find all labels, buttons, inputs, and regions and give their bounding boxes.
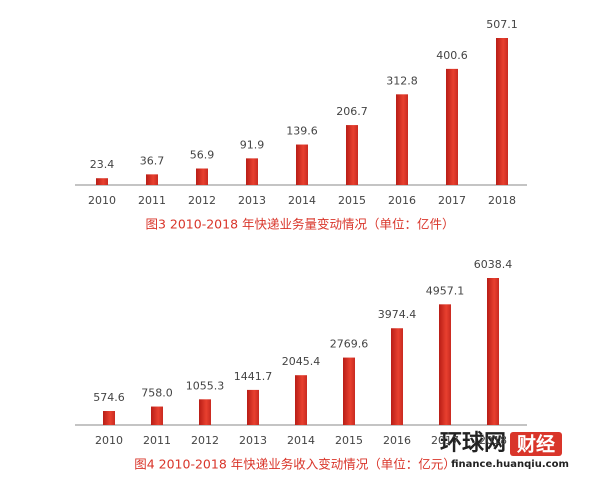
x-tick-label: 2014 [287,434,315,447]
chart-title: 图4 2010-2018 年快递业务收入变动情况（单位：亿元） [134,457,456,472]
value-label: 312.8 [386,74,418,87]
bar [391,328,403,425]
x-tick-label: 2018 [479,434,507,447]
bar [487,278,499,425]
bar [396,94,408,185]
value-label: 2769.6 [330,338,369,351]
watermark-brand: 环球网 [440,431,506,456]
value-label: 1055.3 [186,379,225,392]
value-label: 206.7 [336,105,368,118]
bar [246,158,258,185]
bar [496,38,508,185]
x-tick-label: 2015 [338,194,366,207]
bar [439,304,451,425]
x-tick-label: 2018 [488,194,516,207]
watermark: 环球网 财经 finance.huanqiu.com [440,431,569,470]
bar [199,399,211,425]
x-tick-label: 2012 [191,434,219,447]
bar [96,178,108,185]
x-tick-label: 2011 [143,434,171,447]
x-tick-label: 2013 [239,434,267,447]
value-label: 2045.4 [282,355,321,368]
bar [346,125,358,185]
x-tick-label: 2013 [238,194,266,207]
value-label: 1441.7 [234,370,273,383]
watermark-section: 财经 [517,433,555,456]
value-label: 91.9 [240,138,265,151]
value-label: 6038.4 [474,258,513,271]
bar [196,168,208,185]
bar [247,389,259,425]
x-tick-label: 2017 [438,194,466,207]
watermark-url: finance.huanqiu.com [451,459,569,470]
bar [103,411,115,425]
x-tick-label: 2014 [288,194,316,207]
value-label: 36.7 [140,154,165,167]
x-tick-label: 2017 [431,434,459,447]
value-label: 4957.1 [426,284,465,297]
bar [296,144,308,185]
x-tick-label: 2010 [95,434,123,447]
value-label: 23.4 [90,158,115,171]
value-label: 758.0 [141,387,173,400]
bar [446,68,458,185]
x-tick-label: 2010 [88,194,116,207]
bar [146,174,158,185]
x-tick-label: 2012 [188,194,216,207]
value-label: 574.6 [93,391,125,404]
value-label: 400.6 [436,49,468,62]
value-label: 507.1 [486,18,518,31]
watermark-badge [510,432,562,456]
value-label: 139.6 [286,125,318,138]
bar [295,375,307,425]
value-label: 56.9 [190,149,215,162]
bar [151,406,163,425]
x-tick-label: 2011 [138,194,166,207]
bar [343,357,355,425]
chart-title: 图3 2010-2018 年快递业务量变动情况（单位：亿件） [145,217,454,232]
x-tick-label: 2015 [335,434,363,447]
x-tick-label: 2016 [383,434,411,447]
value-label: 3974.4 [378,308,417,321]
x-tick-label: 2016 [388,194,416,207]
